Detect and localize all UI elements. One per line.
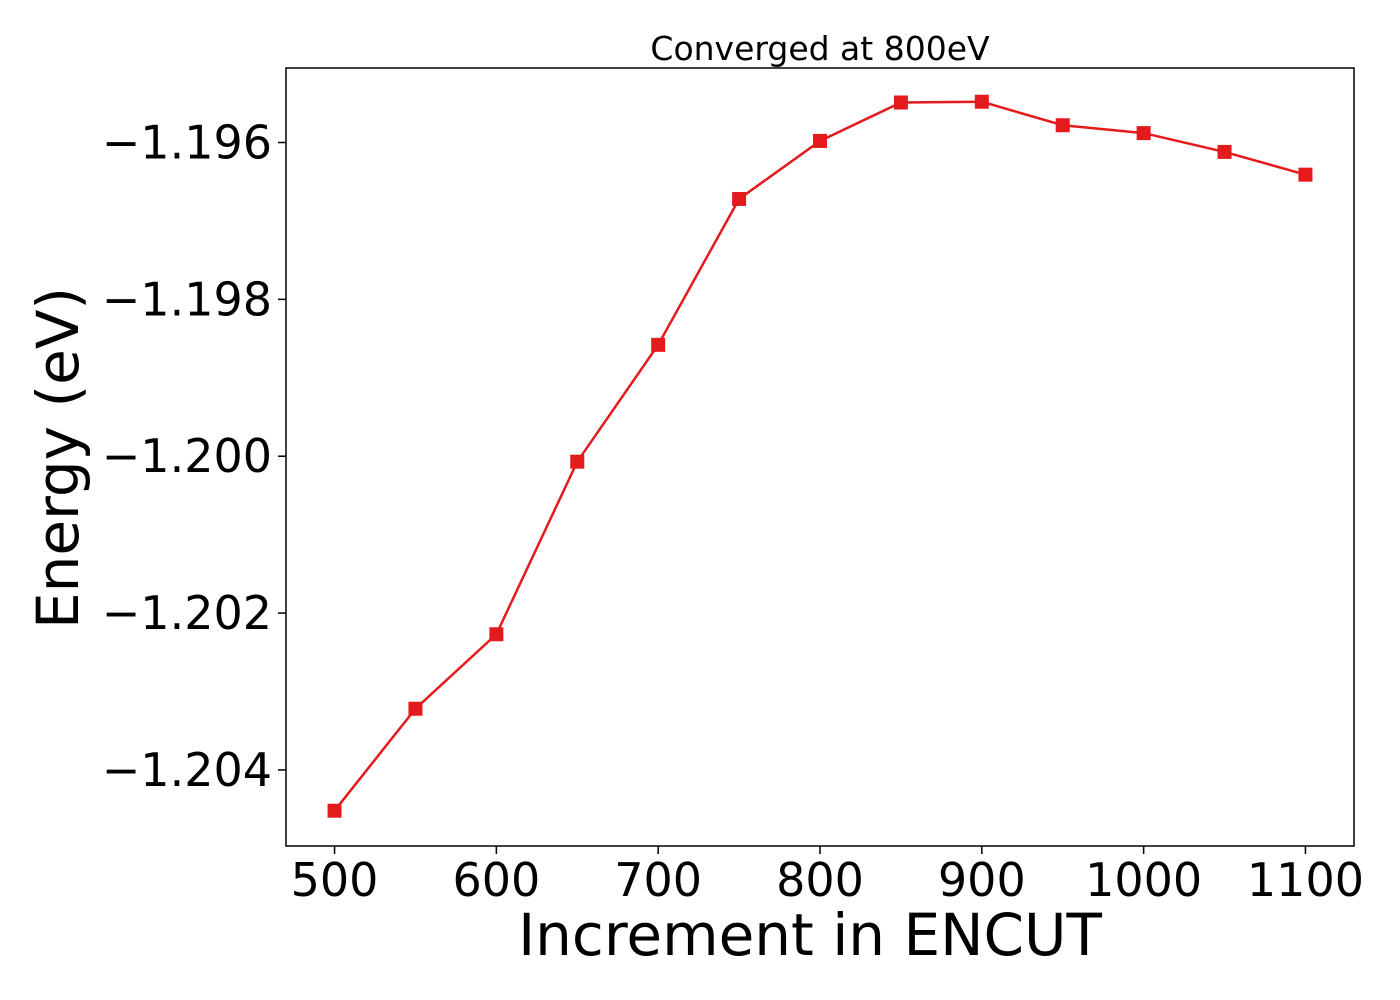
x-tick-label: 600 — [452, 853, 540, 907]
y-tick-label: −1.204 — [102, 743, 272, 797]
data-point-marker — [570, 454, 585, 469]
x-axis: 500 600 700 800 900 1000 1100 — [291, 846, 1364, 907]
data-point-marker — [1055, 118, 1070, 133]
data-point-marker — [651, 337, 666, 352]
x-tick-label: 1100 — [1247, 853, 1364, 907]
data-point-marker — [327, 803, 342, 818]
data-point-marker — [732, 191, 747, 206]
x-axis-label: Increment in ENCUT — [518, 901, 1102, 969]
y-axis-label: Energy (eV) — [24, 287, 92, 629]
data-point-marker — [1298, 167, 1313, 182]
data-point-marker — [408, 701, 423, 716]
x-tick-label: 800 — [776, 853, 864, 907]
x-tick-label: 700 — [614, 853, 702, 907]
chart-title: Converged at 800eV — [650, 29, 990, 68]
plot-frame — [285, 67, 1355, 847]
y-axis: −1.196 −1.198 −1.200 −1.202 −1.204 — [102, 116, 286, 797]
data-point-marker — [974, 94, 989, 109]
data-point-marker — [489, 627, 504, 642]
series-layer — [327, 94, 1313, 818]
x-tick-label: 900 — [938, 853, 1026, 907]
y-tick-label: −1.198 — [102, 272, 272, 326]
data-point-marker — [1136, 126, 1151, 141]
x-tick-label: 1000 — [1085, 853, 1202, 907]
y-tick-label: −1.202 — [102, 586, 272, 640]
x-tick-label: 500 — [291, 853, 379, 907]
data-point-marker — [893, 95, 908, 110]
data-point-marker — [1217, 144, 1232, 159]
y-tick-label: −1.196 — [102, 116, 272, 170]
data-point-marker — [813, 133, 827, 148]
y-tick-label: −1.200 — [102, 429, 272, 483]
series-line — [333, 100, 1306, 812]
